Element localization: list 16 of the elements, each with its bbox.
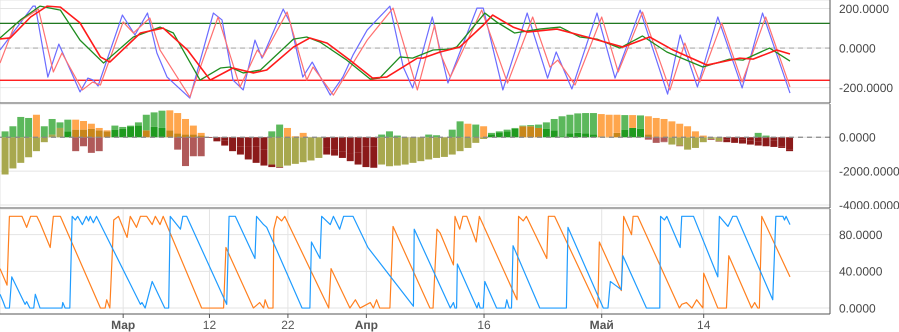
y-tick-label: -200.0000 [839,80,894,95]
y-tick-label: 0.0000 [839,301,876,316]
y-tick-label: 40.0000 [839,264,883,279]
y-tick-label: 80.0000 [839,228,883,242]
x-tick-label: 22 [281,318,295,332]
y-tick-label: 0.0000 [839,130,876,145]
y-tick-label: -2000.0000 [839,164,899,178]
y-tick-label: -4000.0000 [839,198,899,212]
y-tick-label: 0.0000 [839,41,876,56]
x-tick-label: 12 [202,318,216,332]
x-tick-label: Апр [354,318,378,332]
x-tick-label: 16 [477,318,492,332]
y-tick-label: 200.0000 [839,2,890,16]
x-tick-label: 14 [697,318,711,332]
x-tick-label: Мар [111,318,136,332]
x-tick-label: Май [590,318,614,332]
